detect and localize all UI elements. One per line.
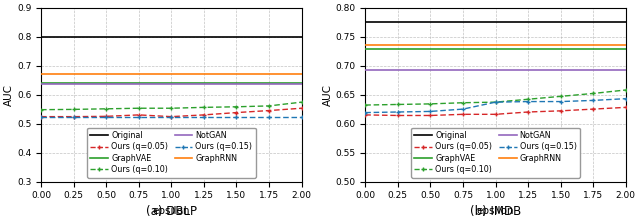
Y-axis label: AUC: AUC: [323, 84, 333, 106]
Text: (a) DBLP: (a) DBLP: [146, 205, 197, 218]
Legend: Original, Ours (q=0.05), GraphVAE, Ours (q=0.10), NotGAN, Ours (q=0.15), GraphRN: Original, Ours (q=0.05), GraphVAE, Ours …: [411, 128, 580, 178]
X-axis label: epsilon: epsilon: [152, 206, 190, 216]
Text: (b) IMDB: (b) IMDB: [470, 205, 521, 218]
Legend: Original, Ours (q=0.05), GraphVAE, Ours (q=0.10), NotGAN, Ours (q=0.15), GraphRN: Original, Ours (q=0.05), GraphVAE, Ours …: [87, 128, 256, 178]
X-axis label: epsilon: epsilon: [477, 206, 515, 216]
Y-axis label: AUC: AUC: [4, 84, 14, 106]
